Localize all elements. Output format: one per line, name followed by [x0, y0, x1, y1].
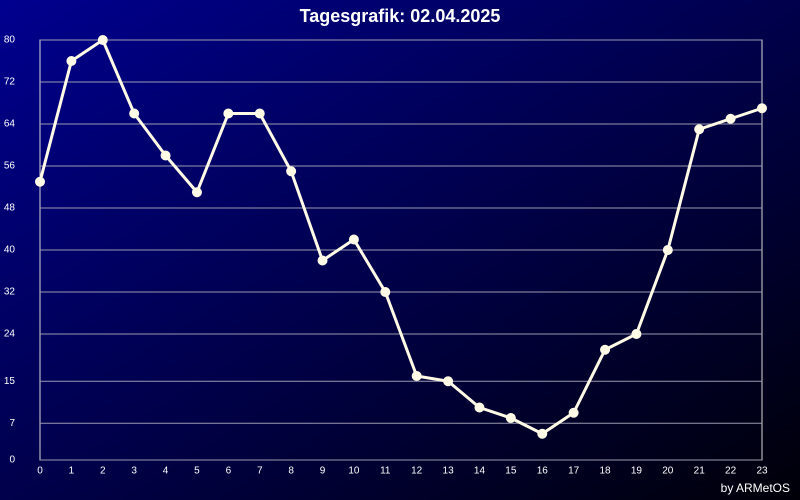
x-tick-label: 1: [69, 466, 75, 477]
y-tick-label: 64: [4, 119, 16, 130]
x-tick-label: 4: [163, 466, 169, 477]
y-tick-label: 32: [4, 287, 16, 298]
x-tick-label: 22: [725, 466, 737, 477]
x-tick-label: 3: [131, 466, 137, 477]
x-tick-label: 16: [537, 466, 549, 477]
y-tick-label: 48: [4, 203, 16, 214]
point: [631, 329, 642, 339]
point: [505, 413, 516, 423]
line: [38, 38, 763, 436]
x-tick-label: 19: [631, 466, 643, 477]
credit: by ARMetOS: [721, 481, 790, 495]
point: [160, 150, 171, 161]
point: [254, 108, 265, 119]
point: [380, 287, 391, 297]
point: [286, 166, 297, 177]
point: [443, 376, 454, 387]
y-tick-label: 7: [9, 418, 15, 429]
point: [757, 103, 767, 114]
x-tick-label: 9: [320, 466, 326, 477]
x-tick-label: 18: [599, 466, 611, 477]
point: [348, 234, 359, 245]
point: [191, 187, 202, 198]
y-tick-label: 24: [4, 329, 16, 340]
x-tick-label: 20: [662, 466, 674, 477]
x-tick-label: 5: [194, 466, 200, 477]
point: [411, 371, 422, 381]
x-tick-label: 6: [226, 466, 232, 477]
point: [317, 255, 328, 266]
y-tick-label: 80: [4, 35, 16, 46]
y-tick-label: 15: [4, 376, 16, 387]
chart-title: Tagesgrafik: 02.04.2025: [300, 6, 501, 26]
y-tick-label: 56: [4, 161, 16, 172]
x-tick-label: 14: [474, 466, 486, 477]
x-tick-label: 7: [257, 466, 263, 477]
x-tick-label: 0: [37, 466, 43, 477]
x-tick-label: 17: [568, 466, 580, 477]
point: [474, 402, 485, 413]
x-tick-label: 23: [756, 466, 768, 477]
x-tick-label: 21: [694, 466, 706, 477]
x-tick-label: 11: [380, 466, 391, 477]
point: [97, 35, 108, 45]
x-tick-label: 15: [505, 466, 517, 477]
y-tick-label: 72: [4, 77, 16, 88]
point: [568, 407, 579, 418]
point: [725, 113, 736, 124]
x-tick-label: 2: [100, 466, 106, 477]
y-tick-label: 40: [4, 245, 16, 256]
point: [662, 245, 673, 255]
point: [66, 56, 77, 66]
y-tick-label: 0: [9, 455, 15, 466]
x-tick-label: 13: [443, 466, 455, 477]
point: [35, 176, 45, 187]
x-tick-label: 8: [288, 466, 294, 477]
x-tick-label: 12: [411, 466, 423, 477]
point: [129, 108, 140, 119]
point: [537, 428, 548, 439]
point: [694, 124, 705, 135]
point: [600, 344, 611, 355]
point: [223, 108, 234, 119]
x-tick-label: 10: [348, 466, 360, 477]
